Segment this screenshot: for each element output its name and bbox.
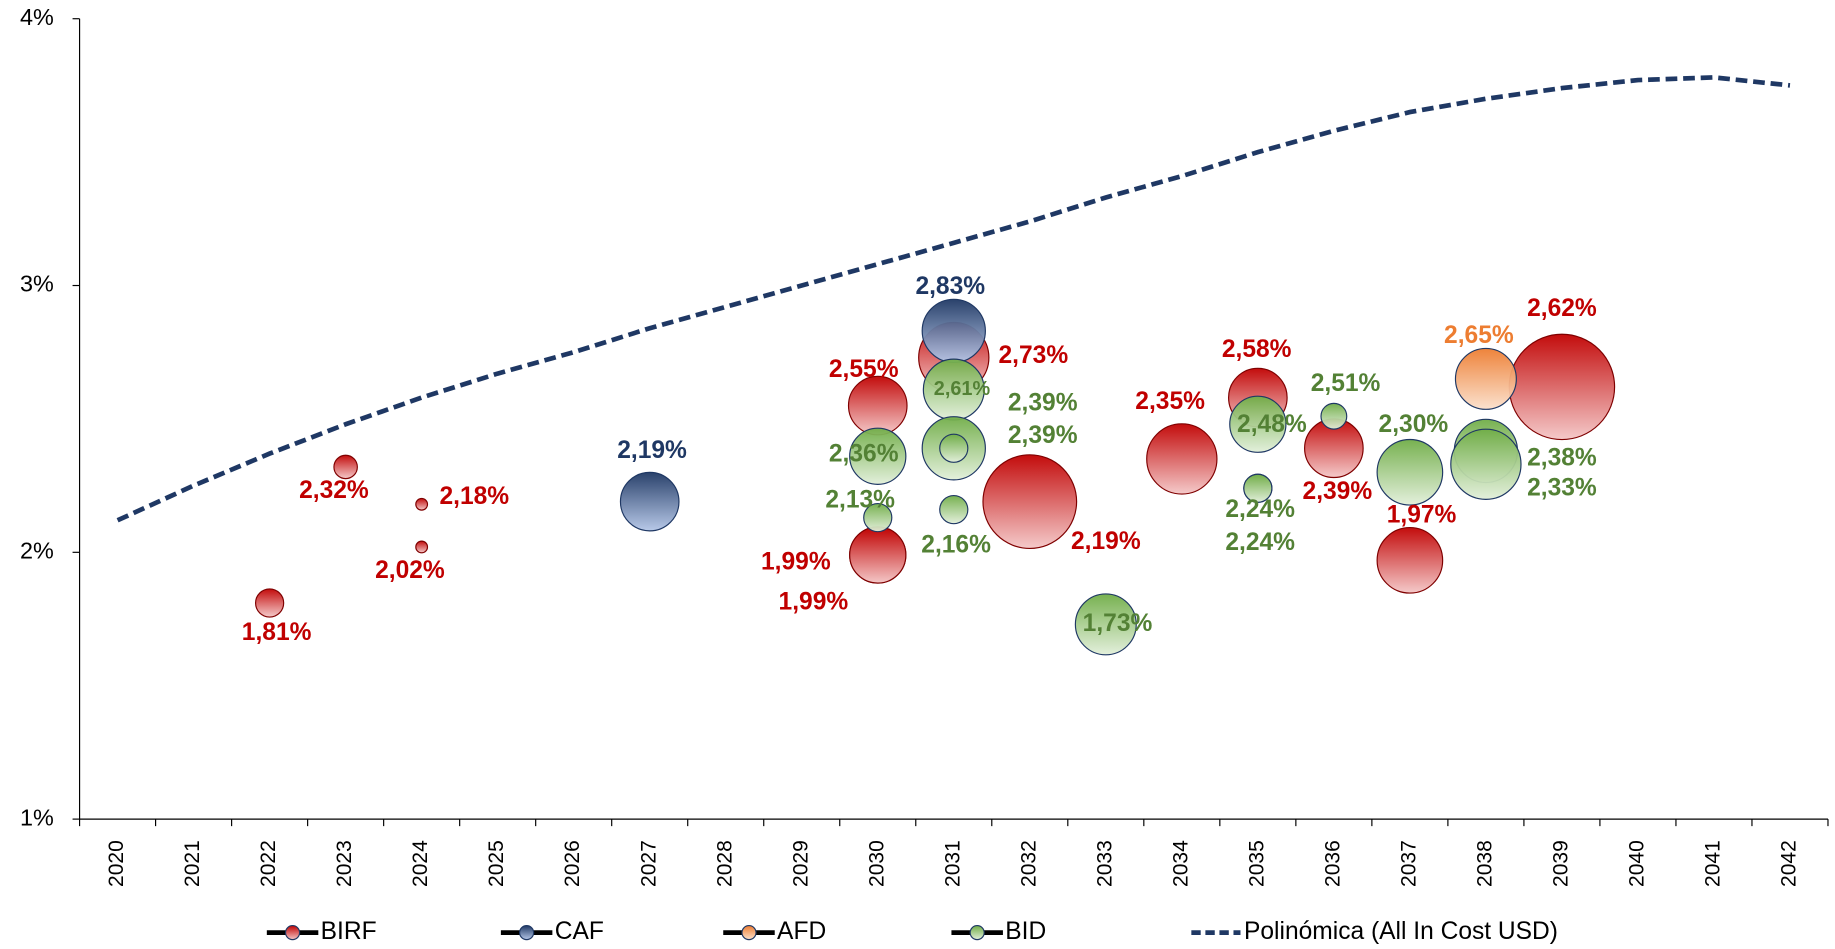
trend-line <box>116 75 1791 523</box>
y-tick-label: 2% <box>20 538 54 564</box>
bubble <box>1376 438 1444 506</box>
data-label: 2,73% <box>999 342 1069 369</box>
x-tick-label: 2042 <box>1778 840 1801 887</box>
bubble <box>847 375 908 436</box>
x-tick-label: 2037 <box>1397 840 1420 887</box>
data-label: 2,65% <box>1444 322 1514 349</box>
data-label: 2,61% <box>934 378 991 400</box>
data-label: 2,35% <box>1135 388 1205 415</box>
legend-label: CAF <box>555 918 604 945</box>
data-label: 2,39% <box>1303 478 1373 505</box>
x-tick-label: 2029 <box>789 840 812 887</box>
x-tick-label: 2021 <box>181 840 204 887</box>
bubble <box>921 298 986 364</box>
legend-label: BID <box>1005 918 1046 945</box>
legend-marker <box>969 925 985 941</box>
bubble <box>849 526 907 584</box>
data-label: 2,18% <box>439 483 509 510</box>
bubble <box>939 433 969 463</box>
bubble <box>1243 473 1273 503</box>
data-label: 2,62% <box>1527 295 1597 322</box>
data-label: 2,24% <box>1225 496 1295 523</box>
data-label: 2,16% <box>921 531 991 558</box>
legend-label: Polinómica (All In Cost USD) <box>1244 918 1558 945</box>
legend-marker <box>519 925 535 941</box>
bubble <box>415 497 429 511</box>
x-tick-label: 2040 <box>1625 840 1648 887</box>
bubble <box>333 454 358 480</box>
x-tick-label: 2022 <box>257 840 280 887</box>
x-tick-label: 2039 <box>1549 840 1572 887</box>
x-tick-label: 2026 <box>561 840 584 887</box>
bubble <box>1454 347 1517 410</box>
x-tick-label: 2030 <box>865 840 888 887</box>
legend-marker <box>741 925 757 941</box>
x-tick-label: 2028 <box>713 840 736 887</box>
x-tick-label: 2033 <box>1093 840 1116 887</box>
bubble <box>939 495 969 525</box>
bubble <box>1074 593 1137 656</box>
bubble <box>1508 333 1616 441</box>
data-label: 2,39% <box>1008 389 1078 416</box>
data-label: 2,13% <box>825 487 895 514</box>
bubble <box>863 503 893 533</box>
bubble <box>1229 395 1287 453</box>
x-tick-label: 2036 <box>1321 840 1344 887</box>
bubble <box>415 540 429 554</box>
data-label: 2,24% <box>1225 529 1295 556</box>
data-label: 2,33% <box>1527 474 1597 501</box>
data-label: 1,97% <box>1387 501 1457 528</box>
data-label: 1,73% <box>1083 610 1153 637</box>
bubble <box>1376 526 1444 594</box>
bubble <box>982 454 1078 550</box>
data-label: 2,36% <box>829 441 899 468</box>
x-tick-label: 2034 <box>1169 840 1192 887</box>
data-label: 2,32% <box>299 477 369 504</box>
x-tick-label: 2027 <box>637 840 660 887</box>
bubble <box>1450 428 1522 500</box>
data-label: 1,99% <box>761 549 831 576</box>
x-tick-label: 2041 <box>1702 840 1725 887</box>
x-tick-label: 2020 <box>105 840 128 887</box>
data-label: 2,83% <box>915 273 985 300</box>
x-tick-label: 2038 <box>1473 840 1496 887</box>
x-tick-label: 2025 <box>485 840 508 887</box>
legend-marker <box>284 925 301 941</box>
bubble <box>254 588 285 618</box>
bubble <box>1320 402 1348 430</box>
data-label: 1,81% <box>242 619 312 646</box>
data-label: 2,38% <box>1527 445 1597 472</box>
bubble <box>619 471 680 532</box>
data-label: 2,02% <box>375 557 445 584</box>
data-label: 2,39% <box>1008 422 1078 449</box>
legend-label: AFD <box>777 918 826 945</box>
bubble <box>1146 423 1218 495</box>
x-tick-label: 2024 <box>409 840 432 887</box>
legend-label: BIRF <box>321 918 377 945</box>
data-label: 2,19% <box>617 437 687 464</box>
bubble <box>849 427 907 485</box>
y-tick-label: 4% <box>20 4 54 30</box>
data-label: 2,19% <box>1071 528 1141 555</box>
x-tick-label: 2035 <box>1245 840 1268 887</box>
x-tick-label: 2023 <box>333 840 356 887</box>
data-label: 2,58% <box>1222 336 1292 363</box>
y-tick-label: 3% <box>20 271 54 297</box>
data-label: 2,51% <box>1311 370 1381 397</box>
x-tick-label: 2032 <box>1017 840 1040 887</box>
data-label: 2,48% <box>1237 411 1307 438</box>
data-label: 1,99% <box>779 588 849 615</box>
data-label: 2,55% <box>829 356 899 383</box>
data-label: 2,30% <box>1379 411 1449 438</box>
x-tick-label: 2031 <box>941 840 964 887</box>
y-tick-label: 1% <box>20 804 54 830</box>
